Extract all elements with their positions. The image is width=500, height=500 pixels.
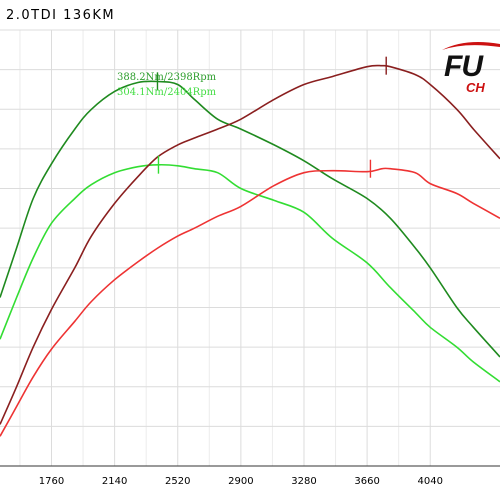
grid xyxy=(0,29,500,467)
x-tick-label: 1760 xyxy=(39,476,64,487)
x-tick-label: 2140 xyxy=(102,476,127,487)
peak-label-green-dark: 388.2Nm/2398Rpm xyxy=(117,72,217,83)
x-tick-label: 4040 xyxy=(418,476,443,487)
annotations: 388.2Nm/2398Rpm 304.1Nm/2404Rpm xyxy=(117,72,217,98)
series-layer xyxy=(0,64,500,437)
x-tick-label: 3280 xyxy=(291,476,316,487)
x-tick-label: 2900 xyxy=(228,476,253,487)
brand-logo: FU CH xyxy=(440,30,500,100)
peak-markers xyxy=(156,56,387,178)
series-line-0 xyxy=(0,80,500,358)
page-title: 2.0TDI 136KM xyxy=(6,8,116,23)
peak-label-green-light: 304.1Nm/2404Rpm xyxy=(117,87,217,98)
logo-swoosh-icon xyxy=(442,42,500,50)
logo-text: FU xyxy=(444,50,483,83)
x-tick-labels: 1760 2140 2520 2900 3280 3660 4040 xyxy=(39,476,443,487)
series-line-1 xyxy=(0,163,500,383)
x-tick-label: 3660 xyxy=(354,476,379,487)
logo-subtext: CH xyxy=(466,80,485,95)
series-line-2 xyxy=(0,64,500,425)
x-tick-label: 2520 xyxy=(165,476,190,487)
series-line-3 xyxy=(0,167,500,437)
